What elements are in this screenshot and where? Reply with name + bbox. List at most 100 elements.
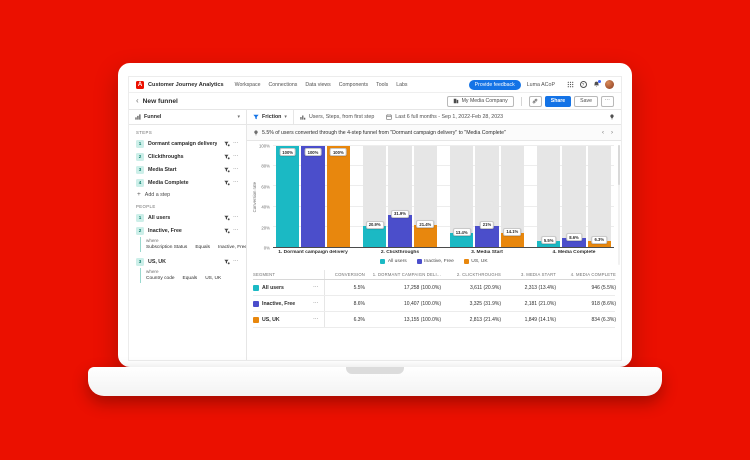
share-button[interactable]: Share [544, 95, 572, 107]
more-icon[interactable]: ⋯ [233, 140, 239, 147]
scrollbar[interactable] [617, 145, 620, 265]
more-icon[interactable]: ⋯ [233, 179, 239, 186]
menu-item-components[interactable]: Components [338, 81, 369, 88]
more-icon[interactable]: ⋯ [233, 227, 239, 234]
step-row-3[interactable]: 3 Media Start ⋯ [129, 163, 246, 176]
prev-insight-icon[interactable]: ‹ [602, 129, 604, 136]
people-label: All users [148, 214, 171, 221]
date-range-picker[interactable]: Last 6 full months - Sep 1, 2022-Feb 28,… [380, 110, 509, 124]
bar-All users[interactable]: 13.4% [450, 146, 474, 247]
table-row[interactable]: Inactive, Free ⋯ 8.6% 10,407 (100.0%) 3,… [253, 296, 616, 312]
more-icon[interactable]: ⋯ [233, 214, 239, 221]
people-number-chip: 1 [136, 213, 144, 222]
save-button[interactable]: Save [574, 95, 598, 107]
bar-Inactive, Free[interactable]: 8.6% [562, 146, 586, 247]
add-step-button[interactable]: + Add a step [137, 190, 171, 198]
legend-item[interactable]: US, UK [463, 259, 488, 264]
insight-text: 5.5% of users converted through the 4-st… [262, 129, 506, 136]
bar-value-label: 100% [304, 148, 322, 156]
app-grid-icon[interactable] [566, 81, 574, 89]
funnel-main-panel: 5.5% of users converted through the 4-st… [247, 125, 621, 360]
bar-value-label: 14.1% [503, 227, 522, 236]
bar-US, UK[interactable]: 6.3% [587, 146, 611, 247]
menu-item-workspace[interactable]: Workspace [234, 81, 261, 88]
where-field[interactable]: Country code [146, 276, 175, 281]
people-row-inactive-free[interactable]: 2 Inactive, Free ⋯ [129, 224, 246, 237]
legend-swatch [463, 259, 469, 264]
more-options-button[interactable]: ⋯ [601, 95, 614, 107]
adobe-logo-icon[interactable]: A [136, 80, 144, 89]
more-icon[interactable]: ⋯ [233, 153, 239, 160]
company-selector-button[interactable]: My Media Company [447, 95, 514, 107]
org-name[interactable]: Luma ACoP [526, 81, 555, 88]
where-value[interactable]: Inactive, Free [218, 245, 247, 250]
col-header-conversion[interactable]: CONVERSION [334, 272, 365, 277]
bar-US, UK[interactable]: 100% [326, 146, 350, 247]
legend-item[interactable]: Inactive, Free [416, 259, 454, 264]
segment-funnel-icon[interactable] [224, 228, 230, 234]
more-icon[interactable]: ⋯ [313, 300, 319, 307]
top-menu: Workspace Connections Data views Compone… [235, 82, 408, 88]
bar-Inactive, Free[interactable]: 31.9% [388, 146, 412, 247]
back-chevron-icon[interactable]: ‹ [136, 96, 139, 105]
col-header-step2[interactable]: 2. CLICKTHROUGHS [456, 272, 501, 277]
where-field[interactable]: Subscription Status [146, 245, 188, 250]
cell-value: 17,258 (100.0%) [404, 284, 441, 291]
metric-config-label[interactable]: Users, Steps, from first step [294, 110, 380, 124]
bar-value-label: 5.5% [540, 236, 557, 245]
people-row-all-users[interactable]: 1 All users ⋯ [129, 211, 246, 224]
x-axis-label: 2. Clickthroughs [380, 250, 420, 255]
table-row[interactable]: All users ⋯ 5.5% 17,258 (100.0%) 3,611 (… [253, 280, 616, 296]
menu-item-data-views[interactable]: Data views [305, 81, 331, 88]
segment-name: All users [262, 284, 284, 291]
cell-value: 13,155 (100.0%) [404, 316, 441, 323]
viz-type-dropdown[interactable]: Funnel ▾ [129, 110, 247, 124]
segment-funnel-icon[interactable] [224, 215, 230, 221]
step-row-4[interactable]: 4 Media Complete ⋯ [129, 176, 246, 189]
laptop-base [88, 367, 662, 396]
bar-US, UK[interactable]: 14.1% [500, 146, 524, 247]
people-row-us-uk[interactable]: 3 US, UK ⋯ [129, 255, 246, 268]
menu-item-connections[interactable]: Connections [268, 81, 298, 88]
table-row[interactable]: US, UK ⋯ 6.3% 13,155 (100.0%) 2,813 (21.… [253, 312, 616, 328]
col-header-segment[interactable]: SEGMENT [253, 272, 276, 277]
legend-item[interactable]: All users [380, 259, 407, 264]
segment-funnel-icon[interactable] [224, 141, 230, 147]
col-header-step1[interactable]: 1. DORMANT CAMPAIGN DELI... [372, 272, 441, 277]
bar-All users[interactable]: 5.5% [537, 146, 561, 247]
cell-value: 1,849 (14.1%) [524, 316, 556, 323]
more-icon[interactable]: ⋯ [313, 316, 319, 323]
user-avatar[interactable] [605, 80, 614, 89]
filter-dropdown[interactable]: Friction ▾ [247, 110, 294, 124]
metric-icon [300, 115, 306, 120]
bar-Inactive, Free[interactable]: 21% [475, 146, 499, 247]
bar-All users[interactable]: 100% [276, 146, 300, 247]
more-icon[interactable]: ⋯ [233, 166, 239, 173]
copy-link-button[interactable] [528, 95, 542, 107]
menu-item-tools[interactable]: Tools [376, 81, 389, 88]
help-icon[interactable]: ? [579, 81, 587, 89]
segment-funnel-icon[interactable] [224, 259, 230, 265]
where-operator[interactable]: Equals [195, 245, 211, 250]
col-header-step4[interactable]: 4. MEDIA COMPLETE [570, 272, 616, 277]
bar-US, UK[interactable]: 21.4% [413, 146, 437, 247]
provide-feedback-button[interactable]: Provide feedback [468, 79, 521, 90]
notifications-bell-icon[interactable] [592, 79, 601, 89]
more-icon[interactable]: ⋯ [313, 284, 319, 291]
insights-lightbulb-icon[interactable] [603, 110, 621, 124]
where-value[interactable]: US, UK [205, 276, 222, 281]
segment-funnel-icon[interactable] [224, 154, 230, 160]
more-icon[interactable]: ⋯ [233, 258, 239, 265]
step-row-2[interactable]: 2 Clickthroughs ⋯ [129, 150, 246, 163]
bar-All users[interactable]: 20.9% [363, 146, 387, 247]
bar-value-label: 8.6% [566, 233, 582, 242]
bar-Inactive, Free[interactable]: 100% [301, 146, 325, 247]
col-header-step3[interactable]: 3. MEDIA START [521, 272, 556, 277]
next-insight-icon[interactable]: › [611, 129, 613, 136]
segment-funnel-icon[interactable] [224, 167, 230, 173]
menu-item-labs[interactable]: Labs [396, 81, 408, 88]
where-operator[interactable]: Equals [182, 276, 198, 281]
segment-funnel-icon[interactable] [224, 180, 230, 186]
step-row-1[interactable]: 1 Dormant campaign delivery ⋯ [129, 137, 246, 150]
